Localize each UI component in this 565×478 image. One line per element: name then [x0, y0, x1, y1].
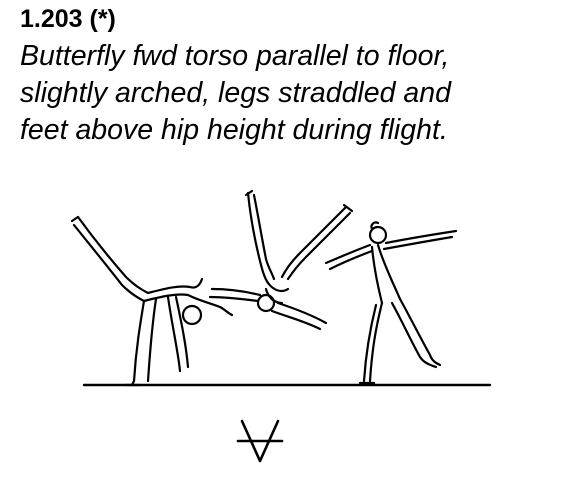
element-description: Butterfly fwd torso parallel to floor, s… [20, 38, 560, 149]
takeoff-figure [70, 215, 234, 387]
skill-illustration [60, 185, 500, 475]
element-code: 1.203 (*) [20, 5, 116, 33]
description-line-3: feet above hip height during flight. [20, 114, 448, 146]
landing-figure [324, 221, 458, 385]
description-line-1: Butterfly fwd torso parallel to floor, [20, 40, 450, 72]
element-symbol-icon [236, 419, 284, 463]
flight-figure [208, 189, 354, 331]
description-line-2: slightly arched, legs straddled and [20, 77, 451, 109]
